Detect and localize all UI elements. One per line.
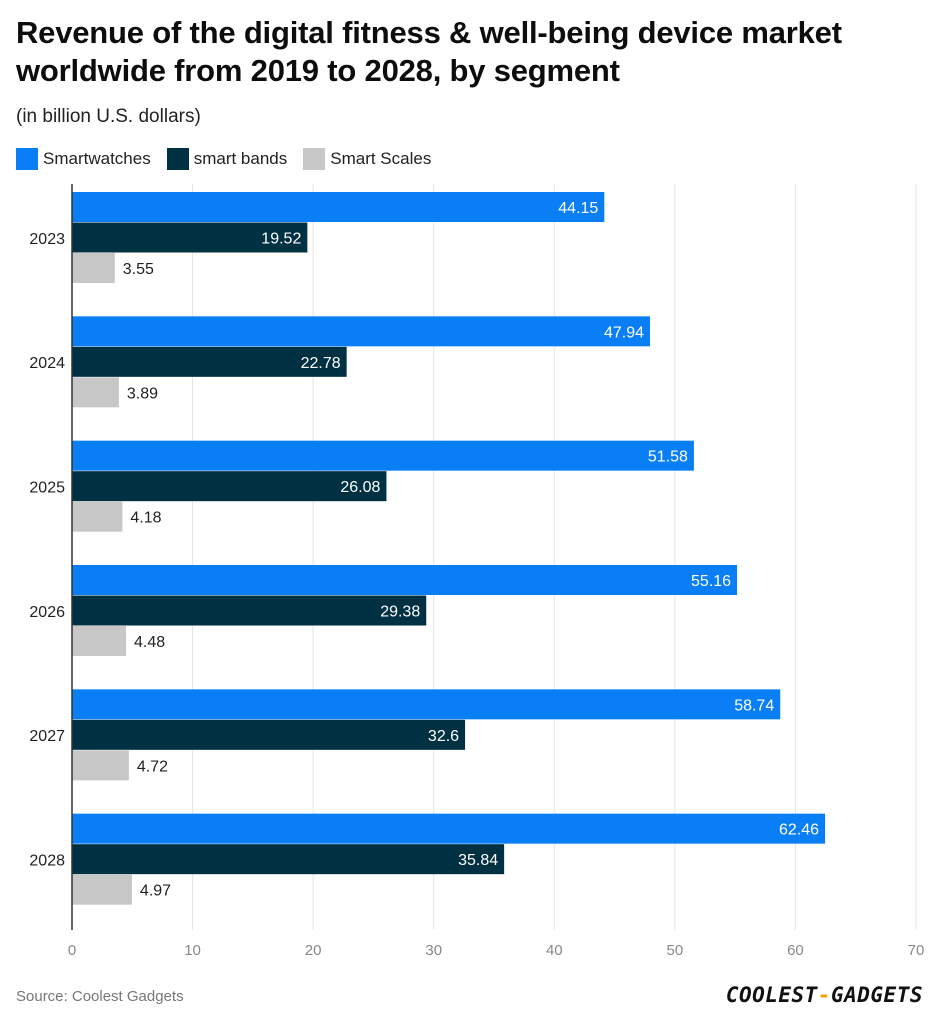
bar-smartwatches-2025 <box>72 440 694 471</box>
x-tick-label-40: 40 <box>546 942 563 959</box>
bar-smartwatches-2027 <box>72 689 781 720</box>
bar-smartwatches-2024 <box>72 316 651 347</box>
logo-text-right: GADGETS <box>830 983 923 1007</box>
legend-item-smartwatches[interactable]: Smartwatches <box>16 148 151 170</box>
legend-item-smart-scales[interactable]: Smart Scales <box>303 148 431 170</box>
x-tick-label-50: 50 <box>667 942 684 959</box>
legend-label-smart-bands: smart bands <box>193 149 288 168</box>
data-label-smartwatches-2026: 55.16 <box>691 573 731 590</box>
data-label-smartwatches-2027: 58.74 <box>734 697 774 714</box>
category-label-2024: 2024 <box>29 355 65 372</box>
source-note: Source: Coolest Gadgets <box>16 988 184 1005</box>
x-tick-label-70: 70 <box>908 942 925 959</box>
bar-smartwatches-2028 <box>72 813 826 844</box>
data-label-smart-bands-2027: 32.6 <box>428 728 459 745</box>
data-label-smart-bands-2026: 29.38 <box>380 604 420 621</box>
data-label-smart-bands-2028: 35.84 <box>458 852 498 869</box>
bar-smartwatches-2026 <box>72 565 738 595</box>
bar-smart-bands-2023 <box>72 222 308 253</box>
chart-subtitle: (in billion U.S. dollars) <box>16 106 201 127</box>
data-label-smart-bands-2024: 22.78 <box>301 355 341 372</box>
bar-smart-scales-2026 <box>72 626 127 656</box>
logo-dash: - <box>817 983 831 1007</box>
data-label-smart-scales-2024: 3.89 <box>127 385 158 402</box>
category-label-2028: 2028 <box>29 852 65 869</box>
data-label-smartwatches-2025: 51.58 <box>648 449 688 466</box>
data-label-smartwatches-2028: 62.46 <box>779 822 819 839</box>
data-label-smart-scales-2028: 4.97 <box>140 883 171 900</box>
bar-smart-scales-2025 <box>72 501 123 532</box>
legend-swatch-smart-bands <box>166 148 189 170</box>
bar-smart-scales-2024 <box>72 377 119 408</box>
legend-item-smart-bands[interactable]: smart bands <box>166 148 288 170</box>
bar-smart-bands-2028 <box>72 844 505 875</box>
logo-text-left: COOLEST <box>725 983 818 1007</box>
bar-smart-bands-2025 <box>72 471 387 502</box>
data-label-smart-scales-2027: 4.72 <box>137 758 168 775</box>
bar-smartwatches-2023 <box>72 192 605 222</box>
data-label-smart-scales-2025: 4.18 <box>130 510 161 527</box>
bar-smart-bands-2026 <box>72 595 427 626</box>
x-tick-label-30: 30 <box>425 942 442 959</box>
category-label-2026: 2026 <box>29 604 65 621</box>
category-label-2023: 2023 <box>29 231 65 248</box>
x-tick-label-20: 20 <box>305 942 322 959</box>
data-label-smartwatches-2024: 47.94 <box>604 324 644 341</box>
bar-smart-scales-2027 <box>72 750 129 781</box>
data-label-smartwatches-2023: 44.15 <box>558 200 598 217</box>
legend-label-smartwatches: Smartwatches <box>43 149 151 168</box>
legend-swatch-smart-scales <box>303 148 326 170</box>
bar-smart-scales-2023 <box>72 253 115 283</box>
legend-label-smart-scales: Smart Scales <box>330 149 432 168</box>
chart-title: Revenue of the digital fitness & well-be… <box>16 15 842 88</box>
category-label-2027: 2027 <box>29 728 65 745</box>
x-tick-label-0: 0 <box>68 942 76 959</box>
legend: Smartwatches smart bands Smart Scales <box>16 148 431 170</box>
bar-smart-bands-2024 <box>72 346 347 377</box>
data-label-smart-bands-2023: 19.52 <box>261 231 301 248</box>
brand-logo[interactable]: COOLEST-GADGETS <box>726 983 923 1007</box>
legend-swatch-smartwatches <box>16 148 38 170</box>
category-label-2025: 2025 <box>29 479 65 496</box>
x-tick-label-10: 10 <box>184 942 201 959</box>
data-label-smart-bands-2025: 26.08 <box>340 479 380 496</box>
data-label-smart-scales-2026: 4.48 <box>134 634 165 651</box>
data-label-smart-scales-2023: 3.55 <box>123 261 154 278</box>
bar-smart-scales-2028 <box>72 874 132 905</box>
x-tick-label-60: 60 <box>787 942 804 959</box>
bar-smart-bands-2027 <box>72 719 466 750</box>
